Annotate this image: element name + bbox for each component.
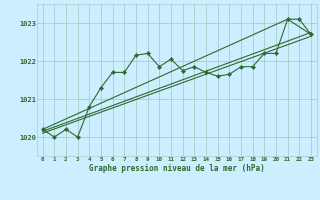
X-axis label: Graphe pression niveau de la mer (hPa): Graphe pression niveau de la mer (hPa) (89, 164, 265, 173)
